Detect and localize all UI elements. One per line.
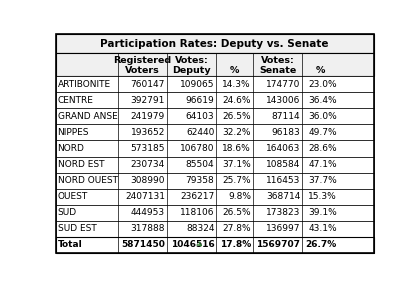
Text: 23.0%: 23.0% xyxy=(308,80,337,89)
Text: Deputy: Deputy xyxy=(172,66,211,75)
Text: SUD: SUD xyxy=(57,208,77,217)
Text: Registered: Registered xyxy=(113,57,171,65)
Text: NIPPES: NIPPES xyxy=(57,128,89,137)
Text: 230734: 230734 xyxy=(131,160,165,169)
Text: 36.4%: 36.4% xyxy=(308,96,337,105)
Text: 43.1%: 43.1% xyxy=(308,224,337,233)
Text: 49.7%: 49.7% xyxy=(308,128,337,137)
Text: Total: Total xyxy=(57,240,82,249)
Text: Votes:: Votes: xyxy=(261,57,295,65)
Text: 174770: 174770 xyxy=(266,80,300,89)
Text: NORD: NORD xyxy=(57,144,85,153)
Text: NORD OUEST: NORD OUEST xyxy=(57,176,118,185)
Text: 760147: 760147 xyxy=(131,80,165,89)
Text: 62440: 62440 xyxy=(186,128,215,137)
Text: 28.6%: 28.6% xyxy=(308,144,337,153)
Text: 37.7%: 37.7% xyxy=(308,176,337,185)
Text: 118106: 118106 xyxy=(180,208,215,217)
Text: 143006: 143006 xyxy=(266,96,300,105)
Text: 27.8%: 27.8% xyxy=(222,224,251,233)
Text: 236217: 236217 xyxy=(180,192,215,201)
Text: 317888: 317888 xyxy=(131,224,165,233)
Bar xyxy=(56,221,374,237)
Bar xyxy=(56,124,374,141)
Text: 79358: 79358 xyxy=(186,176,215,185)
Bar xyxy=(56,173,374,189)
Text: 85504: 85504 xyxy=(186,160,215,169)
Text: 2407131: 2407131 xyxy=(125,192,165,201)
Text: SUD EST: SUD EST xyxy=(57,224,96,233)
Text: 193652: 193652 xyxy=(131,128,165,137)
Text: NORD EST: NORD EST xyxy=(57,160,104,169)
Text: 392791: 392791 xyxy=(131,96,165,105)
Text: 18.6%: 18.6% xyxy=(222,144,251,153)
Text: 1569707: 1569707 xyxy=(256,240,300,249)
Text: %: % xyxy=(316,66,325,75)
Text: 96619: 96619 xyxy=(186,96,215,105)
Text: 87114: 87114 xyxy=(272,112,300,121)
Text: 14.3%: 14.3% xyxy=(222,80,251,89)
Bar xyxy=(56,189,374,205)
Text: 164063: 164063 xyxy=(266,144,300,153)
Text: 96183: 96183 xyxy=(272,128,300,137)
Text: CENTRE: CENTRE xyxy=(57,96,93,105)
Bar xyxy=(56,141,374,156)
Text: 47.1%: 47.1% xyxy=(308,160,337,169)
Text: 241979: 241979 xyxy=(131,112,165,121)
Text: 25.7%: 25.7% xyxy=(222,176,251,185)
Bar xyxy=(56,108,374,124)
Text: 88324: 88324 xyxy=(186,224,215,233)
Bar xyxy=(56,205,374,221)
Text: 9.8%: 9.8% xyxy=(228,192,251,201)
Text: 26.7%: 26.7% xyxy=(305,240,337,249)
Text: Senate: Senate xyxy=(259,66,296,75)
Text: %: % xyxy=(230,66,239,75)
Text: 36.0%: 36.0% xyxy=(308,112,337,121)
Text: 136997: 136997 xyxy=(266,224,300,233)
Text: 173823: 173823 xyxy=(266,208,300,217)
Bar xyxy=(56,156,374,173)
Bar xyxy=(56,237,374,253)
Text: 24.6%: 24.6% xyxy=(222,96,251,105)
Text: 39.1%: 39.1% xyxy=(308,208,337,217)
Text: 444953: 444953 xyxy=(131,208,165,217)
Text: 368714: 368714 xyxy=(266,192,300,201)
Text: 17.8%: 17.8% xyxy=(220,240,251,249)
Text: 1046516: 1046516 xyxy=(171,240,215,249)
Text: GRAND ANSE: GRAND ANSE xyxy=(57,112,117,121)
Bar xyxy=(56,76,374,92)
Text: Votes:: Votes: xyxy=(175,57,209,65)
Text: 308990: 308990 xyxy=(131,176,165,185)
Text: 106780: 106780 xyxy=(180,144,215,153)
Bar xyxy=(56,53,374,76)
Text: 64103: 64103 xyxy=(186,112,215,121)
Text: OUEST: OUEST xyxy=(57,192,88,201)
Bar xyxy=(56,92,374,108)
Text: 15.3%: 15.3% xyxy=(308,192,337,201)
Text: 32.2%: 32.2% xyxy=(222,128,251,137)
Text: 116453: 116453 xyxy=(266,176,300,185)
Bar xyxy=(56,34,374,53)
Text: 5871450: 5871450 xyxy=(121,240,165,249)
Text: 26.5%: 26.5% xyxy=(222,208,251,217)
Text: 26.5%: 26.5% xyxy=(222,112,251,121)
Text: 108584: 108584 xyxy=(266,160,300,169)
Text: 109065: 109065 xyxy=(180,80,215,89)
Text: ARTIBONITE: ARTIBONITE xyxy=(57,80,111,89)
Text: 37.1%: 37.1% xyxy=(222,160,251,169)
Text: Participation Rates: Deputy vs. Senate: Participation Rates: Deputy vs. Senate xyxy=(101,39,329,49)
Text: 573185: 573185 xyxy=(131,144,165,153)
Text: Voters: Voters xyxy=(125,66,160,75)
